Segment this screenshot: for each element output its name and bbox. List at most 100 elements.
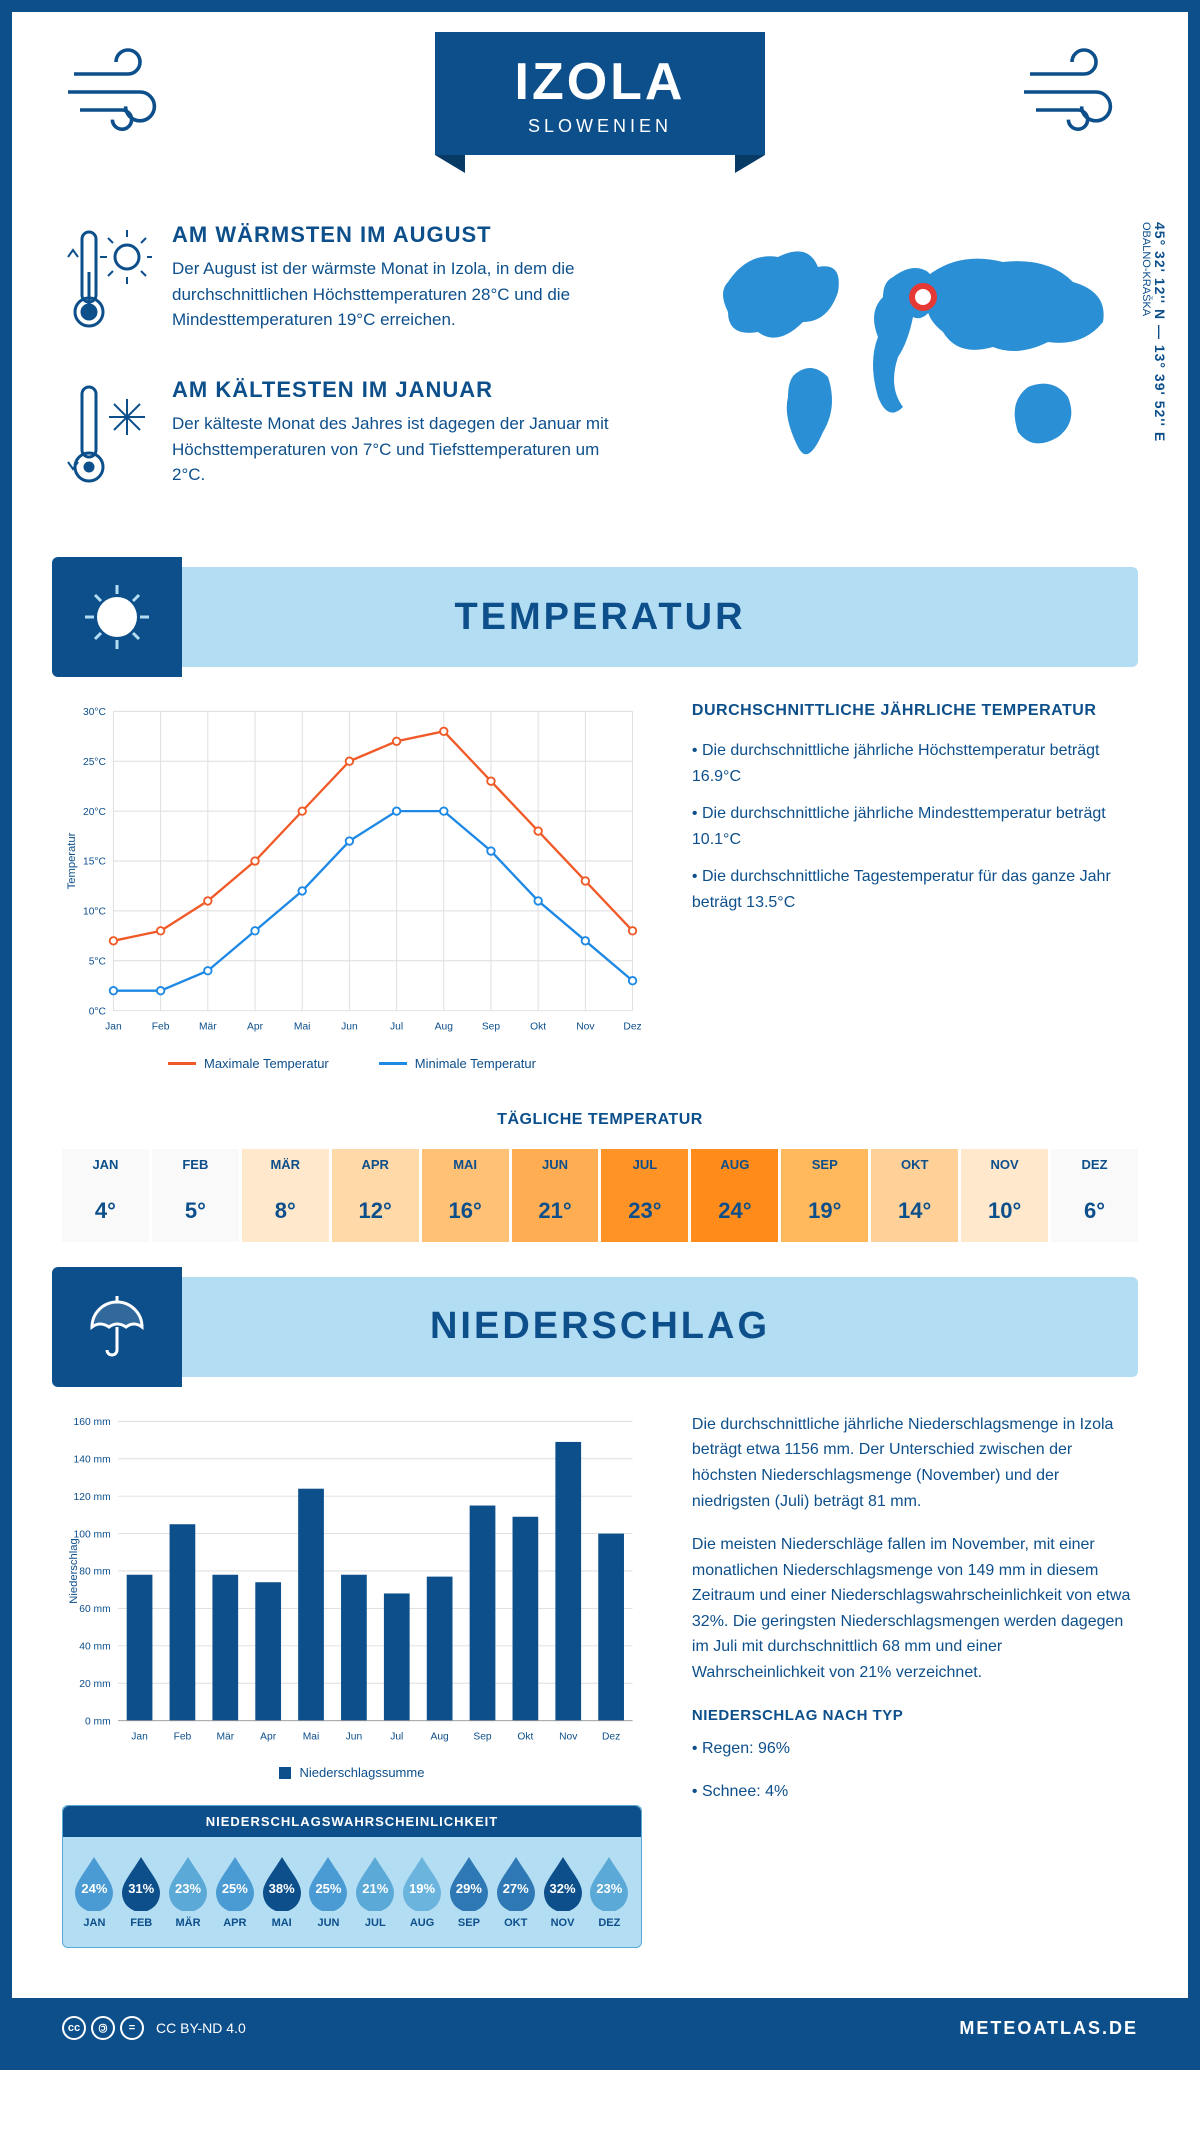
- daily-temp-value: 8°: [242, 1180, 329, 1242]
- daily-temp-value: 5°: [152, 1180, 239, 1242]
- daily-temp-value: 24°: [691, 1180, 778, 1242]
- svg-text:Mai: Mai: [294, 1021, 311, 1032]
- cc-icons: cc🄯=: [62, 2016, 144, 2040]
- page-subtitle: SLOWENIEN: [515, 116, 686, 137]
- month-label: SEP: [781, 1149, 868, 1180]
- svg-text:Mär: Mär: [216, 1731, 234, 1742]
- svg-text:0°C: 0°C: [89, 1006, 107, 1017]
- temp-section-header: TEMPERATUR: [62, 567, 1138, 667]
- coldest-block: AM KÄLTESTEN IM JANUAR Der kälteste Mona…: [62, 377, 658, 497]
- precip-drop: 21%JUL: [352, 1855, 398, 1929]
- precip-info: Die durchschnittliche jährliche Niedersc…: [692, 1412, 1138, 1823]
- svg-text:30°C: 30°C: [83, 707, 107, 718]
- warm-text: Der August ist der wärmste Monat in Izol…: [172, 256, 612, 333]
- region-label: OBALNO-KRAŠKA: [1140, 222, 1152, 316]
- prob-heading: NIEDERSCHLAGSWAHRSCHEINLICHKEIT: [63, 1806, 641, 1837]
- daily-temp-grid: JANFEBMÄRAPRMAIJUNJULAUGSEPOKTNOVDEZ: [62, 1149, 1138, 1180]
- svg-text:Okt: Okt: [530, 1021, 546, 1032]
- month-label: DEZ: [1051, 1149, 1138, 1180]
- svg-text:140 mm: 140 mm: [74, 1454, 111, 1465]
- svg-text:Aug: Aug: [435, 1021, 454, 1032]
- daily-temp-value: 12°: [332, 1180, 419, 1242]
- svg-text:Nov: Nov: [559, 1731, 578, 1742]
- svg-text:Apr: Apr: [260, 1731, 277, 1742]
- svg-text:Dez: Dez: [602, 1731, 620, 1742]
- daily-temp-value: 6°: [1051, 1180, 1138, 1242]
- svg-text:80 mm: 80 mm: [79, 1566, 110, 1577]
- footer: cc🄯= CC BY-ND 4.0 METEOATLAS.DE: [12, 1998, 1188, 2058]
- svg-text:Temperatur: Temperatur: [66, 832, 78, 889]
- daily-temp-value: 23°: [601, 1180, 688, 1242]
- svg-text:Jan: Jan: [105, 1021, 122, 1032]
- daily-temp-value: 21°: [512, 1180, 599, 1242]
- precip-p1: Die durchschnittliche jährliche Niedersc…: [692, 1412, 1138, 1514]
- svg-text:Jun: Jun: [341, 1021, 358, 1032]
- precip-section-header: NIEDERSCHLAG: [62, 1277, 1138, 1377]
- precip-drop: 31%FEB: [118, 1855, 164, 1929]
- temp-info-line: • Die durchschnittliche jährliche Mindes…: [692, 801, 1138, 852]
- legend-min: Minimale Temperatur: [415, 1056, 536, 1071]
- warm-heading: AM WÄRMSTEN IM AUGUST: [172, 222, 612, 248]
- month-label: JAN: [62, 1149, 149, 1180]
- svg-text:Nov: Nov: [576, 1021, 595, 1032]
- daily-heading: TÄGLICHE TEMPERATUR: [62, 1111, 1138, 1129]
- svg-text:120 mm: 120 mm: [74, 1492, 111, 1503]
- warmest-block: AM WÄRMSTEN IM AUGUST Der August ist der…: [62, 222, 658, 342]
- month-label: FEB: [152, 1149, 239, 1180]
- svg-text:Sep: Sep: [473, 1731, 492, 1742]
- temp-info: DURCHSCHNITTLICHE JÄHRLICHE TEMPERATUR •…: [692, 702, 1138, 1071]
- precip-probability-box: NIEDERSCHLAGSWAHRSCHEINLICHKEIT 24%JAN31…: [62, 1805, 642, 1948]
- svg-text:Dez: Dez: [623, 1021, 641, 1032]
- temp-info-heading: DURCHSCHNITTLICHE JÄHRLICHE TEMPERATUR: [692, 702, 1138, 720]
- svg-text:Aug: Aug: [431, 1731, 450, 1742]
- month-label: MAI: [422, 1149, 509, 1180]
- precip-heading: NIEDERSCHLAG: [62, 1305, 1138, 1348]
- sun-icon: [52, 557, 182, 677]
- precip-drop: 25%JUN: [305, 1855, 351, 1929]
- svg-text:60 mm: 60 mm: [79, 1604, 110, 1615]
- temp-info-line: • Die durchschnittliche jährliche Höchst…: [692, 738, 1138, 789]
- svg-text:Feb: Feb: [174, 1731, 192, 1742]
- svg-text:Apr: Apr: [247, 1021, 264, 1032]
- precip-type-heading: NIEDERSCHLAG NACH TYP: [692, 1704, 1138, 1728]
- svg-text:10°C: 10°C: [83, 907, 107, 918]
- month-label: APR: [332, 1149, 419, 1180]
- svg-text:Jul: Jul: [390, 1731, 403, 1742]
- license-text: CC BY-ND 4.0: [156, 2020, 246, 2036]
- svg-text:Jan: Jan: [131, 1731, 148, 1742]
- svg-text:Sep: Sep: [482, 1021, 501, 1032]
- cold-text: Der kälteste Monat des Jahres ist dagege…: [172, 411, 612, 488]
- svg-text:Niederschlag: Niederschlag: [68, 1538, 80, 1603]
- precip-drop: 27%OKT: [493, 1855, 539, 1929]
- precipitation-bar-chart: 0 mm20 mm40 mm60 mm80 mm100 mm120 mm140 …: [62, 1412, 642, 1949]
- svg-text:Okt: Okt: [517, 1731, 533, 1742]
- precip-rain: • Regen: 96%: [692, 1736, 1138, 1762]
- svg-text:160 mm: 160 mm: [74, 1417, 111, 1428]
- precip-drop: 24%JAN: [71, 1855, 117, 1929]
- world-map: OBALNO-KRAŠKA 45° 32' 12'' N — 13° 39' 5…: [698, 222, 1138, 532]
- svg-text:Jun: Jun: [346, 1731, 363, 1742]
- svg-text:Jul: Jul: [390, 1021, 403, 1032]
- month-label: AUG: [691, 1149, 778, 1180]
- svg-text:20°C: 20°C: [83, 807, 107, 818]
- daily-temp-value: 14°: [871, 1180, 958, 1242]
- precip-drop: 25%APR: [212, 1855, 258, 1929]
- daily-temp-value: 10°: [961, 1180, 1048, 1242]
- svg-text:Feb: Feb: [152, 1021, 170, 1032]
- month-label: OKT: [871, 1149, 958, 1180]
- month-label: JUN: [512, 1149, 599, 1180]
- precip-drop: 32%NOV: [540, 1855, 586, 1929]
- svg-text:15°C: 15°C: [83, 857, 107, 868]
- umbrella-icon: [52, 1267, 182, 1387]
- wind-icon: [1018, 42, 1138, 142]
- precip-drop: 38%MAI: [259, 1855, 305, 1929]
- daily-temp-value: 19°: [781, 1180, 868, 1242]
- page-title: IZOLA: [515, 52, 686, 112]
- precip-drop: 29%SEP: [446, 1855, 492, 1929]
- thermometer-sun-icon: [62, 222, 152, 342]
- svg-text:25°C: 25°C: [83, 757, 107, 768]
- month-label: NOV: [961, 1149, 1048, 1180]
- svg-text:Mai: Mai: [303, 1731, 320, 1742]
- precip-drop: 19%AUG: [399, 1855, 445, 1929]
- precip-snow: • Schnee: 4%: [692, 1779, 1138, 1805]
